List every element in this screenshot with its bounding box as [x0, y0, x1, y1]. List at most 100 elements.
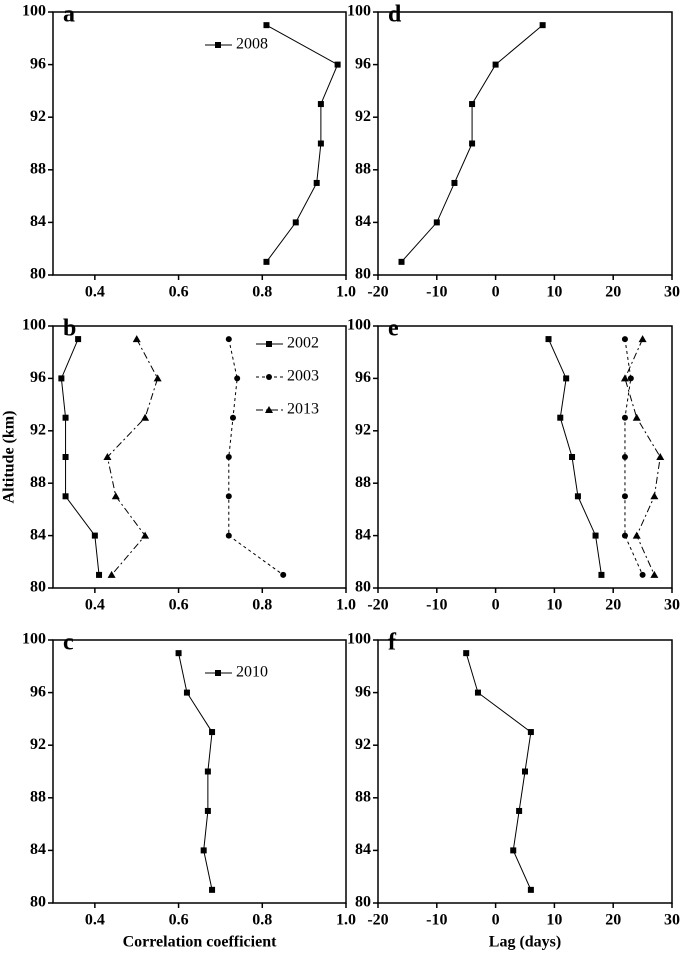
marker	[522, 768, 528, 775]
x-tick-label: 0.4	[85, 284, 105, 301]
marker	[621, 493, 628, 500]
marker	[621, 336, 628, 343]
y-tick-label: 84	[30, 841, 46, 858]
marker	[621, 454, 628, 460]
y-tick-label: 80	[355, 266, 371, 283]
marker	[451, 179, 458, 186]
marker	[280, 571, 287, 578]
marker	[474, 689, 481, 696]
legend-marker	[266, 341, 272, 347]
y-tick-label: 100	[22, 631, 46, 648]
y-tick-label: 92	[30, 421, 46, 438]
marker	[632, 531, 641, 539]
y-axis-label: Altitude (km)	[1, 411, 18, 504]
x-tick-label: -20	[367, 284, 388, 301]
marker	[229, 414, 236, 421]
y-tick-label: 88	[30, 160, 46, 177]
marker	[545, 336, 552, 343]
marker	[204, 807, 211, 814]
x-tick-label: 0.8	[252, 284, 272, 301]
x-tick-label: -20	[367, 597, 388, 614]
plot-frame	[377, 325, 673, 589]
marker	[621, 414, 628, 421]
y-tick-label: 84	[355, 526, 371, 543]
y-tick-label: 80	[30, 266, 46, 283]
marker	[183, 689, 190, 696]
y-tick-label: 80	[30, 579, 46, 596]
x-tick-label: -10	[426, 597, 447, 614]
marker	[204, 768, 211, 775]
y-tick-label: 96	[355, 369, 371, 386]
marker	[225, 336, 232, 343]
y-tick-label: 100	[22, 317, 46, 334]
marker	[103, 453, 112, 460]
x-tick-label: 0.6	[169, 284, 189, 301]
y-tick-label: 100	[347, 3, 371, 20]
x-tick-label: 30	[664, 284, 680, 301]
x-tick-label: 0	[492, 912, 500, 929]
legend-label: 2008	[236, 36, 268, 53]
y-tick-label: 88	[355, 788, 371, 805]
y-tick-label: 96	[30, 55, 46, 72]
marker	[632, 413, 641, 421]
y-tick-label: 96	[355, 683, 371, 700]
legend-label: 2013	[287, 401, 319, 418]
marker	[492, 61, 499, 68]
marker	[569, 454, 576, 460]
y-tick-label: 100	[347, 317, 371, 334]
marker	[621, 532, 628, 539]
marker	[141, 531, 150, 539]
marker	[292, 219, 299, 226]
marker	[516, 807, 523, 814]
x-tick-label: 10	[546, 284, 562, 301]
panel-letter: e	[388, 316, 399, 342]
plot-frame	[52, 11, 347, 276]
x-tick-label: 0.4	[85, 597, 105, 614]
y-tick-label: 92	[30, 108, 46, 125]
marker	[656, 453, 665, 460]
marker	[574, 493, 581, 500]
x-axis-label: Lag (days)	[489, 934, 561, 951]
marker	[75, 336, 82, 343]
marker	[557, 414, 564, 421]
legend-marker	[266, 374, 272, 380]
plot-frame	[52, 325, 347, 589]
marker	[132, 335, 141, 343]
panel-letter: b	[63, 316, 76, 342]
marker	[111, 492, 120, 500]
y-tick-label: 84	[30, 213, 46, 230]
series-line	[106, 338, 159, 576]
x-tick-label: -10	[426, 912, 447, 929]
legend-label: 2010	[236, 664, 268, 681]
legend-marker	[265, 406, 273, 413]
y-tick-label: 92	[355, 421, 371, 438]
marker	[263, 22, 270, 29]
x-tick-label: 1.0	[336, 912, 356, 929]
legend-label: 2003	[287, 368, 319, 385]
marker	[58, 375, 65, 382]
x-tick-label: 0.8	[252, 597, 272, 614]
marker	[510, 847, 517, 854]
marker	[334, 61, 341, 68]
marker	[200, 847, 207, 854]
plot-frame	[377, 639, 673, 904]
marker	[527, 886, 534, 893]
marker	[620, 374, 629, 382]
marker	[650, 570, 659, 578]
x-tick-label: 20	[605, 597, 621, 614]
marker	[153, 374, 162, 382]
y-tick-label: 96	[30, 369, 46, 386]
y-tick-label: 88	[30, 788, 46, 805]
x-tick-label: 20	[605, 284, 621, 301]
marker	[463, 650, 470, 657]
plot-frame	[52, 639, 347, 904]
marker	[317, 140, 324, 147]
marker	[225, 454, 232, 460]
y-tick-label: 88	[355, 474, 371, 491]
x-tick-label: 30	[664, 597, 680, 614]
x-tick-label: 10	[546, 912, 562, 929]
x-tick-label: 0.6	[169, 912, 189, 929]
series-line	[465, 653, 532, 891]
x-tick-label: 30	[664, 912, 680, 929]
